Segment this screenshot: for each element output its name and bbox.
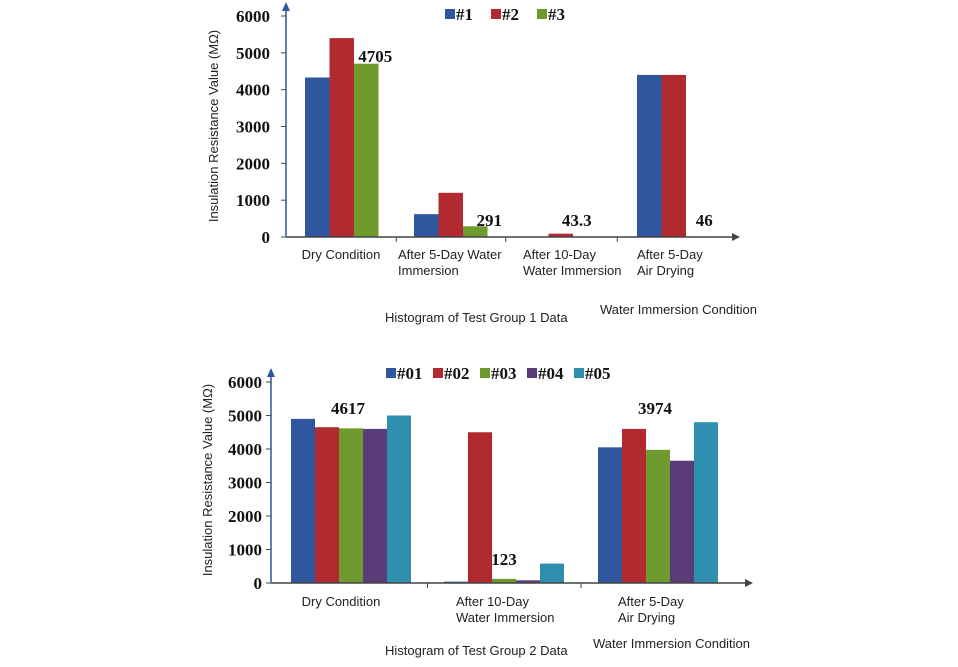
data-label: 4617	[331, 399, 366, 418]
legend-label: #3	[548, 5, 565, 24]
data-label: 291	[477, 211, 503, 230]
x-tick-label: Dry Condition	[302, 594, 381, 609]
x-axis-label: Water Immersion Condition	[593, 636, 750, 651]
legend-label: #04	[538, 364, 564, 383]
chart-2: 0 1000 2000 3000 4000 5000 6000 Dry Condition Af…	[200, 364, 753, 658]
y-tick-label: 2000	[228, 507, 262, 526]
legend-label: #01	[397, 364, 423, 383]
y-tick-label: 1000	[228, 541, 262, 560]
bar	[622, 428, 646, 583]
bar	[291, 418, 315, 583]
y-tick-label: 5000	[236, 44, 270, 63]
data-label: 46	[696, 211, 713, 230]
x-tick-label: After 5-Day	[618, 594, 684, 609]
legend-swatch	[537, 9, 547, 19]
bar	[548, 233, 573, 237]
data-label: 3974	[638, 399, 673, 418]
chart-1: 0 1000 2000 3000 4000 5000 6000 Dry Condition Af…	[206, 2, 757, 325]
y-tick-label: 4000	[228, 440, 262, 459]
legend-swatch	[433, 368, 443, 378]
bar	[363, 428, 387, 583]
y-axis-label: Insulation Resistance Value (MΩ)	[200, 384, 215, 576]
x-axis-label: Water Immersion Condition	[600, 302, 757, 317]
bar	[646, 449, 670, 583]
data-label: 123	[491, 550, 517, 569]
x-tick-label: Immersion	[398, 263, 459, 278]
legend-swatch	[445, 9, 455, 19]
legend-label: #05	[585, 364, 611, 383]
legend-swatch	[480, 368, 490, 378]
y-tick-label: 6000	[236, 7, 270, 26]
legend-label: #1	[456, 5, 473, 24]
bar	[637, 74, 662, 237]
bar	[468, 432, 492, 583]
y-tick-label: 3000	[228, 474, 262, 493]
y-tick-label: 0	[254, 574, 263, 593]
bar	[305, 77, 330, 238]
bar	[438, 192, 463, 237]
bar	[694, 422, 718, 583]
bar	[387, 415, 411, 583]
data-label: 4705	[358, 47, 392, 66]
bar	[315, 427, 339, 583]
data-label: 43.3	[562, 211, 592, 230]
legend-swatch	[527, 368, 537, 378]
chart-caption: Histogram of Test Group 1 Data	[385, 310, 568, 325]
bar	[492, 578, 516, 583]
legend-label: #02	[444, 364, 470, 383]
legend-swatch	[386, 368, 396, 378]
x-tick-label: After 10-Day	[523, 247, 596, 262]
y-tick-label: 5000	[228, 407, 262, 426]
x-axis-arrow-icon	[745, 579, 753, 587]
y-tick-label: 3000	[236, 118, 270, 137]
legend-swatch	[574, 368, 584, 378]
x-axis-arrow-icon	[732, 233, 740, 241]
y-tick-label: 1000	[236, 191, 270, 210]
legend-label: #2	[502, 5, 519, 24]
bar	[516, 580, 540, 583]
x-tick-label: Water Immersion	[456, 610, 554, 625]
y-axis-arrow-icon	[282, 2, 290, 11]
bar	[463, 226, 488, 237]
y-tick-label: 4000	[236, 81, 270, 100]
x-tick-label: Dry Condition	[302, 247, 381, 262]
bar	[661, 74, 686, 237]
legend-swatch	[491, 9, 501, 19]
bar	[339, 428, 363, 583]
chart-caption: Histogram of Test Group 2 Data	[385, 643, 568, 658]
x-tick-label: After 5-Day	[637, 247, 703, 262]
bar	[414, 214, 439, 237]
y-tick-label: 6000	[228, 373, 262, 392]
bar	[354, 63, 379, 238]
bar	[598, 447, 622, 583]
x-tick-label: Air Drying	[618, 610, 675, 625]
bar	[670, 460, 694, 583]
y-axis-label: Insulation Resistance Value (MΩ)	[206, 30, 221, 222]
bar	[540, 563, 564, 583]
y-axis-arrow-icon	[267, 368, 275, 377]
bar	[329, 38, 354, 237]
legend-label: #03	[491, 364, 517, 383]
x-tick-label: Air Drying	[637, 263, 694, 278]
x-tick-label: After 10-Day	[456, 594, 529, 609]
y-tick-label: 0	[262, 228, 271, 247]
x-tick-label: After 5-Day Water	[398, 247, 502, 262]
y-tick-label: 2000	[236, 154, 270, 173]
x-tick-label: Water Immersion	[523, 263, 621, 278]
